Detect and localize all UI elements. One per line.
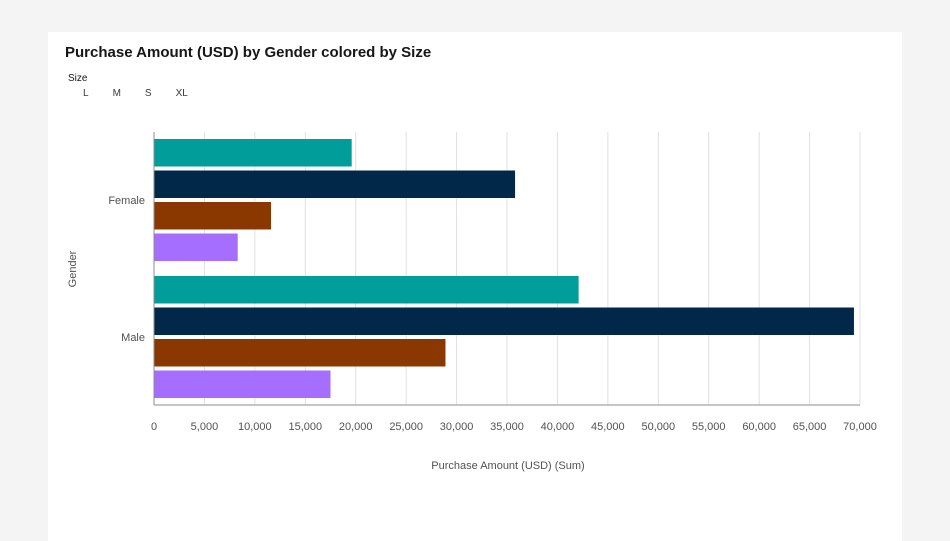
bar-male-m[interactable] xyxy=(154,307,854,336)
legend-item-l[interactable]: L xyxy=(83,88,89,99)
bar-chart: 0 5,000 10,000 15,000 20,000 25,000 30,000 35,0… xyxy=(67,132,877,472)
x-tick-label: 20,000 xyxy=(339,421,373,433)
x-tick-label: 65,000 xyxy=(793,421,827,433)
bar-female-xl[interactable] xyxy=(154,233,238,262)
x-tick-label: 0 xyxy=(151,421,157,433)
bar-female-l[interactable] xyxy=(154,139,352,167)
chart-title: Purchase Amount (USD) by Gender colored … xyxy=(65,44,432,61)
x-tick-label: 45,000 xyxy=(591,421,625,433)
bar-female-m[interactable] xyxy=(154,170,516,199)
legend-item-m[interactable]: M xyxy=(112,88,121,99)
x-tick-labels: 0 5,000 10,000 15,000 20,000 25,000 30,000 35,0… xyxy=(151,421,877,433)
x-tick-label: 70,000 xyxy=(843,421,877,433)
legend-title: Size xyxy=(68,73,88,84)
bar-male-s[interactable] xyxy=(154,339,446,367)
x-tick-label: 35,000 xyxy=(490,421,524,433)
bar-male-l[interactable] xyxy=(154,276,579,304)
x-tick-label: 15,000 xyxy=(288,421,322,433)
x-axis-label: Purchase Amount (USD) (Sum) xyxy=(431,460,584,472)
legend-item-xl[interactable]: XL xyxy=(175,88,188,99)
bars xyxy=(154,139,854,398)
chart-card: Purchase Amount (USD) by Gender colored … xyxy=(48,32,902,541)
x-tick-label: 10,000 xyxy=(238,421,272,433)
y-tick-label: Female xyxy=(108,195,145,207)
legend-items: L M S XL xyxy=(68,88,212,99)
legend: Size L M S XL xyxy=(68,73,212,99)
x-tick-label: 40,000 xyxy=(541,421,575,433)
axes xyxy=(153,132,860,406)
x-tick-label: 25,000 xyxy=(389,421,423,433)
x-tick-label: 60,000 xyxy=(742,421,776,433)
bar-female-s[interactable] xyxy=(154,202,271,230)
x-tick-label: 30,000 xyxy=(440,421,474,433)
y-tick-label: Male xyxy=(121,332,145,344)
y-tick-labels: Female Male xyxy=(108,195,145,344)
y-axis-label: Gender xyxy=(67,250,79,287)
x-tick-label: 55,000 xyxy=(692,421,726,433)
x-tick-label: 50,000 xyxy=(641,421,675,433)
bar-male-xl[interactable] xyxy=(154,370,331,399)
legend-item-s[interactable]: S xyxy=(144,88,152,99)
x-tick-label: 5,000 xyxy=(191,421,219,433)
